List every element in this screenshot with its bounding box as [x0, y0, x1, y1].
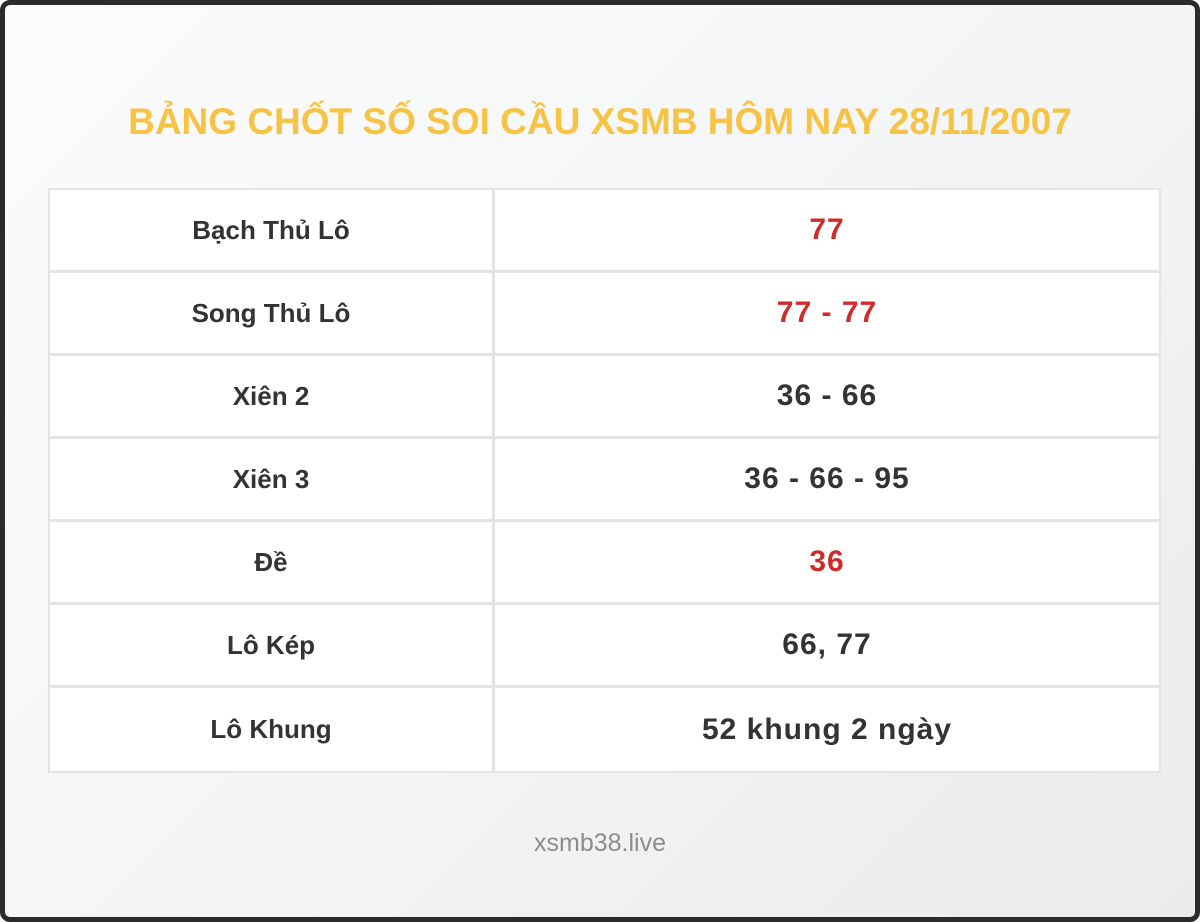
site-watermark: xsmb38.live: [534, 829, 666, 857]
prediction-table: Bạch Thủ Lô 77 Song Thủ Lô 77 - 77 Xiên 2 36 …: [48, 188, 1161, 773]
row-label: Đề: [50, 522, 495, 602]
row-label: Xiên 3: [50, 439, 495, 519]
row-label: Lô Kép: [50, 605, 495, 685]
row-value: 77 - 77: [495, 273, 1159, 353]
row-label: Xiên 2: [50, 356, 495, 436]
row-value: 36 - 66: [495, 356, 1159, 436]
row-label: Bạch Thủ Lô: [50, 190, 495, 270]
table-row: Bạch Thủ Lô 77: [50, 190, 1159, 273]
table-row: Xiên 2 36 - 66: [50, 356, 1159, 439]
row-label: Lô Khung: [50, 688, 495, 771]
row-value: 52 khung 2 ngày: [495, 688, 1159, 771]
table-row: Xiên 3 36 - 66 - 95: [50, 439, 1159, 522]
table-row: Song Thủ Lô 77 - 77: [50, 273, 1159, 356]
table-row: Lô Khung 52 khung 2 ngày: [50, 688, 1159, 771]
row-value: 77: [495, 190, 1159, 270]
row-value: 36 - 66 - 95: [495, 439, 1159, 519]
row-value: 66, 77: [495, 605, 1159, 685]
row-value: 36: [495, 522, 1159, 602]
table-row: Đề 36: [50, 522, 1159, 605]
table-row: Lô Kép 66, 77: [50, 605, 1159, 688]
row-label: Song Thủ Lô: [50, 273, 495, 353]
page-title: BẢNG CHỐT SỐ SOI CẦU XSMB HÔM NAY 28/11/…: [128, 101, 1072, 142]
